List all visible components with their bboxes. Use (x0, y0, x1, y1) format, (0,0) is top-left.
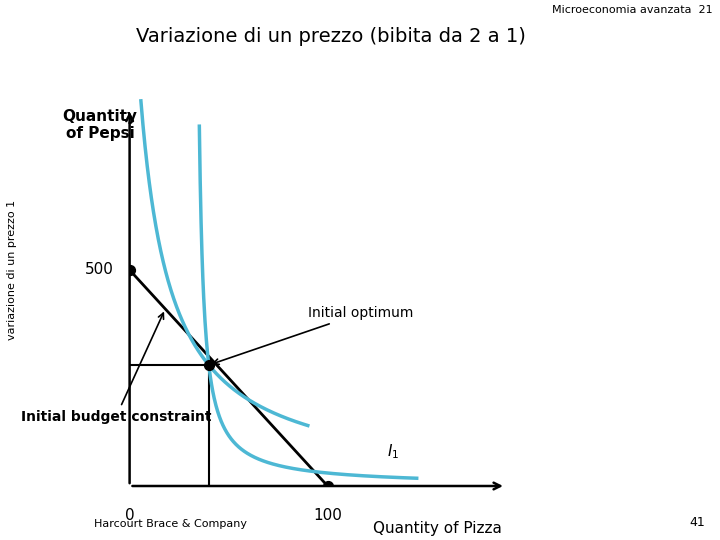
Text: Initial optimum: Initial optimum (213, 306, 413, 364)
Text: Harcourt Brace & Company: Harcourt Brace & Company (94, 519, 246, 529)
Text: 100: 100 (313, 508, 342, 523)
Point (322, 482, 333, 490)
Text: Initial budget constraint: Initial budget constraint (21, 313, 211, 424)
Text: 500: 500 (85, 262, 114, 278)
Point (203, 361, 215, 369)
Text: Microeconomia avanzata  21: Microeconomia avanzata 21 (552, 5, 713, 16)
Text: Quantity
of Pepsi: Quantity of Pepsi (63, 109, 138, 141)
Point (124, 266, 135, 274)
Text: Variazione di un prezzo (bibita da 2 a 1): Variazione di un prezzo (bibita da 2 a 1… (136, 27, 526, 46)
Text: variazione di un prezzo 1: variazione di un prezzo 1 (7, 200, 17, 340)
Text: 41: 41 (690, 516, 706, 529)
Text: 0: 0 (125, 508, 135, 523)
Text: $I_1$: $I_1$ (387, 442, 399, 461)
Text: Quantity of Pizza: Quantity of Pizza (373, 521, 502, 536)
